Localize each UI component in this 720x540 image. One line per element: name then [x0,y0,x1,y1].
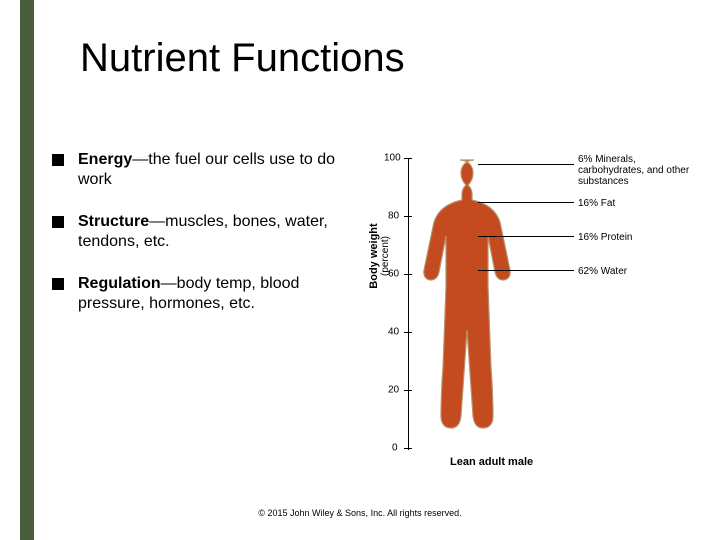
leader-line [478,164,574,165]
copyright-text: © 2015 John Wiley & Sons, Inc. All right… [0,508,720,518]
square-bullet-icon [52,216,64,228]
list-item: Structure—muscles, bones, water, tendons… [52,212,362,252]
leader-line [478,236,574,237]
square-bullet-icon [52,154,64,166]
list-item: Regulation—body temp, blood pressure, ho… [52,274,362,314]
accent-bar [20,0,34,540]
body-composition-diagram: Body weight (percent) 100 80 60 40 20 0 [372,146,702,476]
leader-line [478,270,574,271]
leader-line [478,202,574,203]
diagram-caption: Lean adult male [450,456,533,468]
slide: Nutrient Functions Energy—the fuel our c… [0,0,720,540]
square-bullet-icon [52,278,64,290]
bullet-list: Energy—the fuel our cells use to do work… [52,150,362,336]
composition-label: 16% Fat [578,198,615,209]
slide-title: Nutrient Functions [80,36,405,81]
bullet-text: Regulation—body temp, blood pressure, ho… [78,274,362,314]
composition-label: 62% Water [578,266,627,277]
composition-label: 6% Minerals, carbohydrates, and other su… [578,154,698,187]
y-axis-label: Body weight (percent) [368,216,391,296]
bullet-text: Energy—the fuel our cells use to do work [78,150,362,190]
list-item: Energy—the fuel our cells use to do work [52,150,362,190]
y-axis [408,158,409,450]
composition-label: 16% Protein [578,232,632,243]
bullet-text: Structure—muscles, bones, water, tendons… [78,212,362,252]
